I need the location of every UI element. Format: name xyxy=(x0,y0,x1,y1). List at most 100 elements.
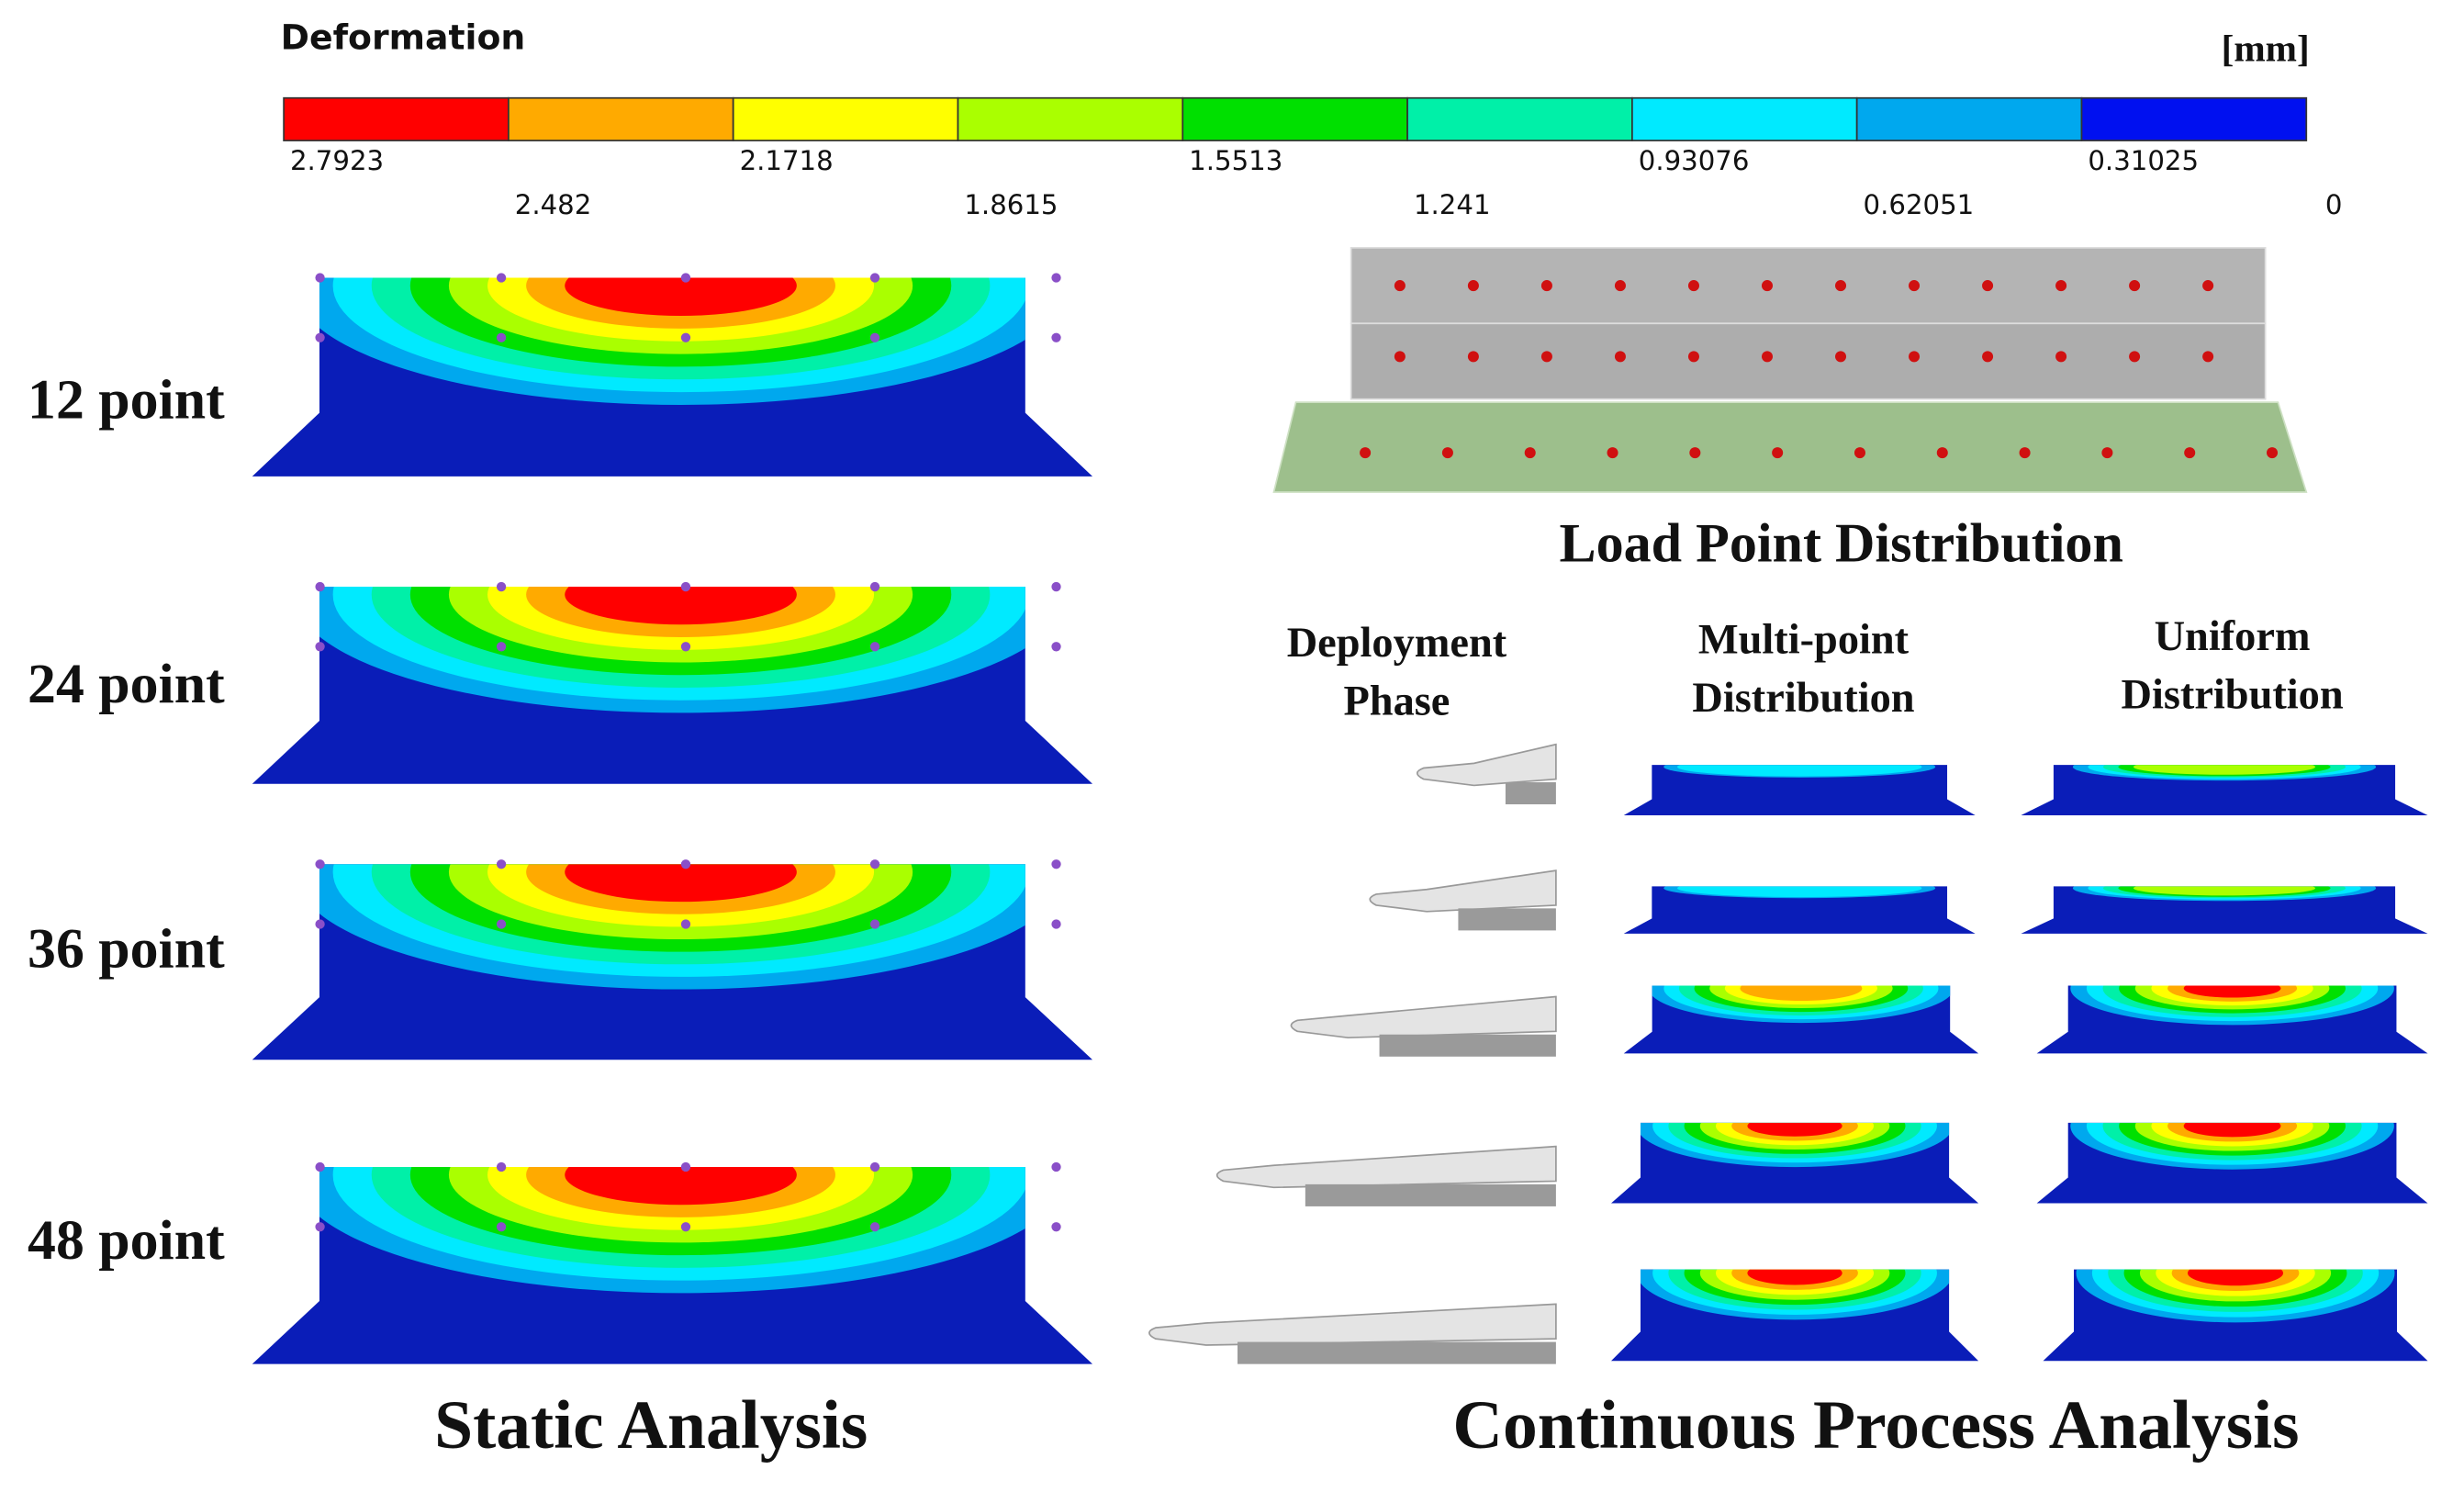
contour xyxy=(565,864,797,903)
deploy-body xyxy=(1238,1341,1556,1364)
load-marker xyxy=(680,273,691,283)
dot xyxy=(2101,447,2113,459)
contour xyxy=(565,1166,797,1206)
load-marker xyxy=(1051,332,1061,342)
dot xyxy=(1614,351,1626,363)
dot xyxy=(2129,351,2141,363)
contours xyxy=(2070,1122,2394,1170)
contours xyxy=(294,587,1068,713)
caption: Static Analysis xyxy=(434,1387,868,1464)
load-marker xyxy=(680,919,691,929)
contour xyxy=(1677,886,1922,898)
contour-panel xyxy=(1623,985,1979,1054)
row-label: 48 point xyxy=(28,1209,225,1272)
load-marker xyxy=(315,919,325,929)
dot xyxy=(2267,447,2279,459)
dot xyxy=(2055,280,2067,292)
legend-label: 2.1718 xyxy=(740,145,834,176)
contours xyxy=(1636,1122,1954,1168)
contours xyxy=(1663,765,1936,778)
load-marker xyxy=(315,581,325,592)
contour-panel xyxy=(2036,1122,2428,1204)
dot xyxy=(1467,280,1479,292)
load-marker xyxy=(1051,642,1061,652)
dot xyxy=(1687,351,1699,363)
column-header: Phase xyxy=(1343,678,1450,724)
plate xyxy=(1623,886,1976,934)
load-marker xyxy=(869,1161,880,1172)
load-marker xyxy=(680,581,691,592)
dot xyxy=(1394,280,1406,292)
dot xyxy=(1982,280,1994,292)
legend-label: 0.31025 xyxy=(2088,145,2199,176)
contours xyxy=(1636,1269,1954,1320)
contour-panel xyxy=(252,864,1093,1060)
contour-panel xyxy=(252,587,1093,784)
dot xyxy=(1524,447,1536,459)
contour xyxy=(1747,1122,1842,1137)
load-marker xyxy=(496,273,507,283)
load-marker xyxy=(1051,859,1061,869)
contour xyxy=(565,277,797,317)
dot xyxy=(2019,447,2031,459)
column-header: Uniform xyxy=(2155,613,2311,660)
contour xyxy=(2187,1269,2284,1286)
dot xyxy=(1607,447,1618,459)
deploy-body xyxy=(1379,1034,1556,1057)
contours xyxy=(2076,1269,2395,1323)
contour xyxy=(1740,985,1863,1002)
row-label: 36 point xyxy=(28,917,225,980)
deploy-shape xyxy=(1215,1145,1557,1189)
dot xyxy=(1360,447,1372,459)
load-marker xyxy=(869,1222,880,1232)
load-marker xyxy=(315,1161,325,1172)
load-marker xyxy=(869,332,880,342)
contour-panel xyxy=(2043,1269,2428,1362)
load-marker xyxy=(315,332,325,342)
load-marker xyxy=(1051,1222,1061,1232)
dot xyxy=(1467,351,1479,363)
deploy-shape xyxy=(1369,869,1557,913)
deploy-shape xyxy=(1416,743,1557,787)
load-marker xyxy=(680,332,691,342)
load-model xyxy=(1272,246,2308,493)
dot xyxy=(2202,280,2214,292)
color-band xyxy=(283,96,510,141)
load-marker xyxy=(315,273,325,283)
color-band xyxy=(1406,96,1633,141)
legend-label: 0 xyxy=(2325,189,2343,220)
contour xyxy=(565,587,797,625)
legend-label: 2.482 xyxy=(515,189,592,220)
contours xyxy=(1648,985,1954,1024)
dot xyxy=(1761,351,1774,363)
load-marker xyxy=(496,859,507,869)
color-band xyxy=(1855,96,2083,141)
load-marker xyxy=(496,1161,507,1172)
dot xyxy=(1761,280,1774,292)
contours xyxy=(294,1166,1068,1294)
dot xyxy=(1909,280,1921,292)
dot xyxy=(2055,351,2067,363)
load-marker xyxy=(1051,581,1061,592)
load-marker xyxy=(496,1222,507,1232)
contour-panels xyxy=(252,273,2428,1364)
dot xyxy=(1540,351,1552,363)
contour-panel xyxy=(2021,765,2428,816)
load-marker xyxy=(1051,919,1061,929)
legend-label: 1.8615 xyxy=(964,189,1058,220)
dot xyxy=(2129,280,2141,292)
contour-panel xyxy=(2021,886,2428,934)
contour xyxy=(1677,765,1922,777)
contour-panel xyxy=(1623,886,1976,934)
dot xyxy=(2202,351,2214,363)
contours xyxy=(2072,886,2377,902)
contour-panel xyxy=(252,277,1093,477)
contours xyxy=(2072,765,2377,781)
color-band xyxy=(732,96,959,141)
load-marker xyxy=(680,1222,691,1232)
load-marker xyxy=(680,642,691,652)
column-header: Distribution xyxy=(1692,675,1914,722)
dot xyxy=(1772,447,1784,459)
box xyxy=(1350,322,2267,400)
load-marker xyxy=(869,859,880,869)
